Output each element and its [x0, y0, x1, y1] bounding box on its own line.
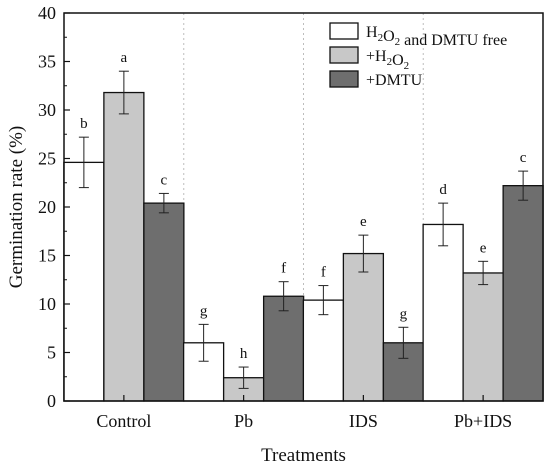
significance-letter: c [520, 150, 527, 166]
y-tick-label: 15 [38, 246, 56, 266]
x-axis: Control Pb IDS Pb+IDS [96, 395, 512, 431]
legend-swatch [329, 46, 359, 64]
legend-label: +DMTU [366, 72, 423, 89]
legend-label: +H2O2 [366, 48, 409, 72]
significance-letter: g [200, 303, 208, 319]
y-tick-label: 0 [47, 391, 56, 411]
y-tick-label: 10 [38, 294, 56, 314]
x-tick-label: IDS [349, 411, 378, 431]
legend-label: H2O2 and DMTU free [366, 24, 507, 49]
bar [63, 161, 105, 402]
y-tick-label: 25 [38, 149, 56, 169]
bar [262, 295, 305, 402]
x-tick-label: Pb+IDS [454, 411, 512, 431]
significance-letter: g [400, 306, 408, 322]
significance-letter: a [121, 50, 128, 66]
legend-swatch [329, 70, 359, 88]
y-tick-label: 30 [38, 100, 56, 120]
significance-letter: c [161, 172, 168, 188]
bar [422, 223, 464, 402]
y-tick-label: 40 [38, 3, 56, 23]
bar [342, 252, 385, 402]
bar [302, 299, 345, 402]
significance-letter: b [80, 116, 88, 132]
y-axis-title: Germination rate (%) [6, 126, 27, 288]
significance-letter: h [240, 346, 248, 362]
error-bars-layer [78, 70, 529, 389]
x-tick-label: Pb [234, 411, 253, 431]
legend: H2O2 and DMTU free+H2O2+DMTU [329, 22, 507, 89]
legend-swatch [329, 22, 359, 40]
bar [182, 342, 225, 402]
y-tick-label: 20 [38, 197, 56, 217]
significance-letter: d [439, 182, 447, 198]
bar [462, 272, 504, 402]
x-axis-title: Treatments [261, 445, 346, 466]
significance-letter: f [281, 261, 286, 277]
significance-letter: e [480, 240, 487, 256]
bar [502, 185, 544, 402]
y-tick-label: 5 [47, 343, 56, 363]
bar [143, 202, 185, 402]
bar [103, 91, 145, 402]
significance-letters-layer: b a c g h f f e g d e c [80, 50, 527, 362]
significance-letter: e [360, 214, 367, 230]
y-tick-label: 35 [38, 52, 56, 72]
significance-letter: f [321, 265, 326, 281]
x-tick-label: Control [96, 411, 151, 431]
y-axis: 0 5 10 15 20 25 30 35 40 [38, 3, 70, 411]
